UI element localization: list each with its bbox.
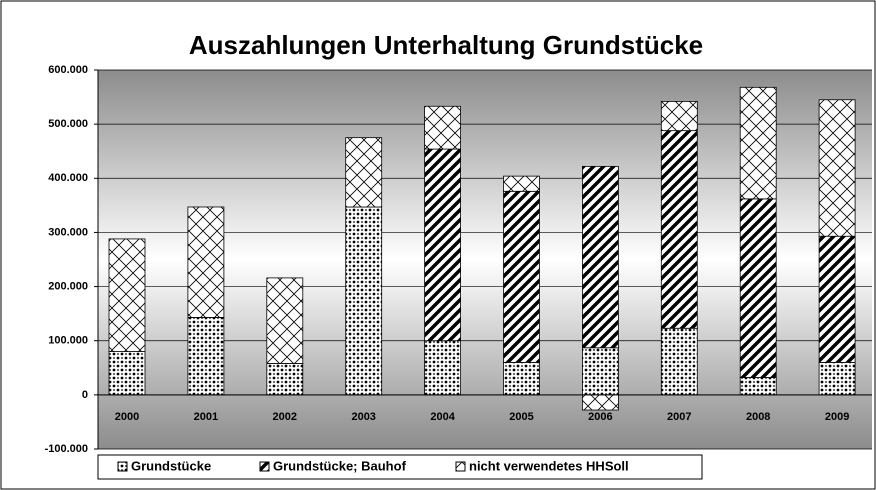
bar-segment xyxy=(266,363,304,396)
legend-label: Grundstücke; Bauhof xyxy=(273,458,407,473)
legend xyxy=(97,454,703,480)
y-tick-label: 600.000 xyxy=(48,64,88,76)
y-tick-label: 400.000 xyxy=(48,172,88,184)
bar-segment xyxy=(503,175,540,192)
bar-segment xyxy=(582,347,619,396)
legend-label: Grundstücke xyxy=(131,458,211,473)
bar-segment xyxy=(345,206,383,396)
y-tick-label: 0 xyxy=(82,389,88,401)
bar-segment xyxy=(108,238,146,352)
bar-segment xyxy=(187,317,225,396)
legend-label: nicht verwendetes HHSoll xyxy=(469,458,629,473)
legend-swatch xyxy=(455,461,466,472)
x-tick-label: 2000 xyxy=(115,411,139,423)
bar-segment xyxy=(345,137,383,208)
bar-segment xyxy=(266,277,304,364)
bar-segment xyxy=(582,394,619,411)
bar-segment xyxy=(818,361,856,396)
bar-segment xyxy=(739,377,777,396)
bar-segment xyxy=(582,165,619,349)
x-tick-label: 2005 xyxy=(509,411,533,423)
bar-segment xyxy=(660,130,698,329)
bar-segment xyxy=(187,206,225,318)
bar-segment xyxy=(660,101,698,132)
legend-swatch xyxy=(117,461,128,472)
y-tick-label: 100.000 xyxy=(48,335,88,347)
bar-segment xyxy=(739,198,777,378)
x-tick-label: 2009 xyxy=(825,411,849,423)
x-tick-label: 2006 xyxy=(588,411,612,423)
bar-segment xyxy=(818,235,856,363)
y-tick-label: 500.000 xyxy=(48,118,88,130)
bar-segment xyxy=(424,340,462,396)
x-tick-label: 2003 xyxy=(351,411,375,423)
bar-segment xyxy=(660,327,698,396)
x-tick-label: 2008 xyxy=(746,411,770,423)
x-tick-label: 2002 xyxy=(273,411,297,423)
x-tick-label: 2007 xyxy=(667,411,691,423)
chart-title: Auszahlungen Unterhaltung Grundstücke xyxy=(189,30,703,60)
bar-segment xyxy=(739,86,777,200)
bar-segment xyxy=(818,99,856,237)
legend-swatch xyxy=(259,461,270,472)
bar-segment xyxy=(424,148,462,342)
bar-segment xyxy=(108,351,146,396)
y-tick-label: -100.000 xyxy=(45,443,88,455)
bar-segment xyxy=(424,105,462,150)
y-tick-label: 200.000 xyxy=(48,280,88,292)
bar-segment xyxy=(503,190,540,363)
y-tick-label: 300.000 xyxy=(48,226,88,238)
x-tick-label: 2001 xyxy=(194,411,218,423)
x-tick-label: 2004 xyxy=(430,411,455,423)
bar-segment xyxy=(503,361,540,396)
